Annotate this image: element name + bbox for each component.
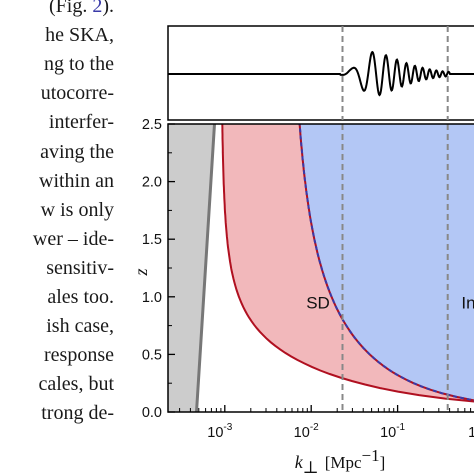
paragraph-line-text: trong de-: [41, 402, 114, 425]
paragraph-line-text: aving the: [40, 140, 114, 163]
x-tick-label: 100: [468, 422, 474, 441]
paragraph-line-text: within an: [39, 169, 114, 192]
paragraph-line: aving the: [40, 140, 114, 164]
paragraph-line: interfer-: [49, 110, 114, 134]
paragraph-line-text: he SKA,: [45, 24, 114, 47]
y-tick-label: 2.0: [142, 175, 162, 191]
paragraph-line-text: w is only: [40, 198, 114, 221]
paragraph-line-text: sensitiv-: [46, 256, 114, 279]
x-tick-label: 10-1: [380, 422, 405, 441]
y-tick-label: 0.5: [142, 347, 162, 363]
gray-region-edge: [195, 124, 216, 412]
paragraph-line: utocorre-: [41, 81, 114, 105]
x-axis-sub: ⊥: [303, 458, 319, 474]
x-axis-sup: −1: [362, 446, 380, 465]
paragraph-line: response: [44, 343, 114, 367]
paragraph-line: wer – ide-: [33, 227, 114, 251]
x-axis-unit: [Mpc: [325, 453, 362, 472]
int-region: [299, 124, 474, 401]
paragraph-line: sensitiv-: [46, 256, 114, 280]
paragraph-line-text: cales, but: [38, 373, 114, 396]
y-tick-label: 1.0: [142, 290, 162, 306]
paragraph-line-text: response: [44, 344, 114, 367]
sd-region-label: SD: [306, 294, 330, 313]
paragraph-text: (Fig. 2). he SKA, ng to the utocorre-interf…: [0, 0, 118, 474]
paragraph-line: ales too.: [47, 285, 114, 309]
paragraph-line: ish case,: [46, 314, 114, 338]
paragraph-line: he SKA,: [45, 23, 114, 47]
wiggle-curve: [168, 50, 474, 97]
bao-wiggle-inset: [167, 25, 474, 121]
paragraph-line-text: (Fig.: [48, 0, 93, 17]
int-region-label: Int.: [461, 294, 474, 313]
paragraph-line-text: ng to the: [44, 53, 114, 76]
paragraph-line: cales, but: [38, 372, 114, 396]
x-tick-label: 10-3: [207, 422, 232, 441]
paragraph-line: w is only: [41, 198, 114, 222]
sd-region-edge: [221, 124, 474, 403]
x-axis: 10-3 10-2 10-1 100: [179, 405, 474, 441]
x-tick-label: 10-2: [294, 422, 319, 441]
paragraph-line: trong de-: [41, 401, 114, 425]
int-region-edge-dash: [298, 124, 474, 402]
paragraph-line: ng to the: [44, 52, 114, 76]
y-axis: 0.0 0.5 1.0 1.5 2.0 2.5: [142, 117, 175, 421]
paragraph-line-text: ish case,: [46, 315, 114, 338]
figure-reference-link[interactable]: 2: [92, 0, 103, 17]
x-axis-var: k: [295, 452, 304, 472]
y-axis-title: z: [131, 268, 151, 276]
paragraph-line-text: ales too.: [47, 286, 114, 308]
y-tick-label: 0.0: [142, 405, 162, 421]
paragraph-line: (Fig. 2).: [49, 0, 114, 18]
x-axis-title: k⊥ [Mpc−1]: [295, 446, 386, 474]
paragraph-line-text: utocorre-: [40, 82, 114, 105]
paragraph-line-text: wer – ide-: [32, 227, 114, 250]
y-tick-label: 1.5: [142, 232, 162, 248]
gray-region: [168, 124, 215, 412]
x-axis-close: ]: [380, 453, 386, 472]
paragraph-line-tail: ).: [102, 0, 114, 17]
paragraph-line: within an: [39, 169, 114, 193]
paragraph-line-text: interfer-: [48, 111, 114, 134]
y-tick-label: 2.5: [142, 117, 162, 133]
